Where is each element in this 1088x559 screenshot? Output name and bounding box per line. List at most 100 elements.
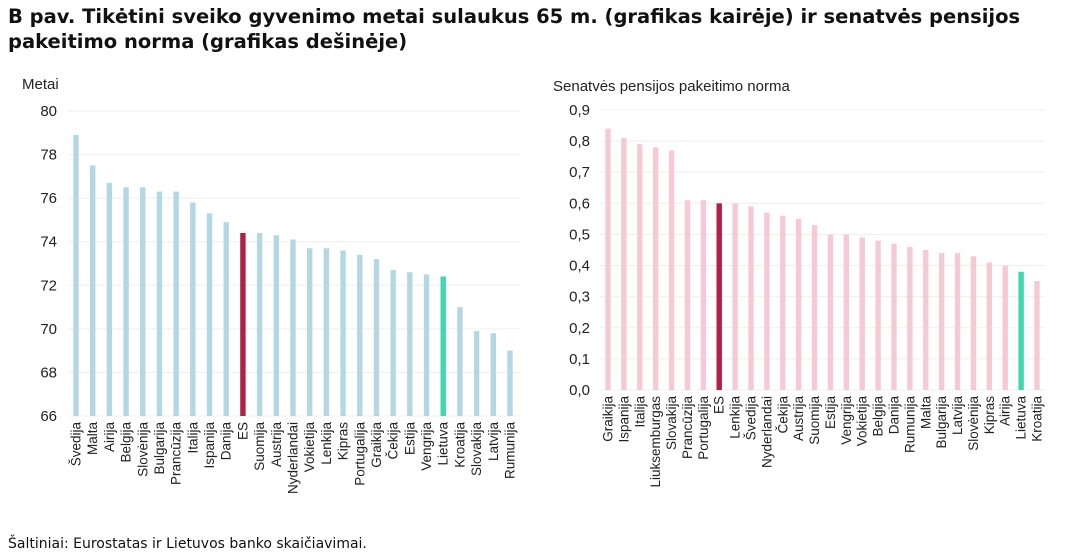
bar-austrija (273, 235, 280, 416)
bar-airija (1002, 265, 1008, 390)
bar-kroatija (457, 307, 463, 416)
x-tick-label: Latvija (950, 396, 965, 436)
bar-liuksemburgas (652, 147, 659, 390)
y-tick-label: 0,7 (569, 164, 590, 181)
bar-slovakija (668, 150, 675, 390)
x-tick-label: Nyderlandai (286, 422, 301, 494)
x-tick-label: Estija (402, 422, 417, 456)
y-tick-label: 0,2 (569, 320, 590, 337)
x-tick-label: Lenkija (728, 396, 743, 439)
x-tick-label: Latvija (486, 422, 501, 462)
x-tick-label: Vengrija (839, 396, 854, 445)
x-tick-label: Liuksemburgas (648, 396, 663, 488)
x-tick-label: Rumunija (503, 422, 518, 480)
bar-italija (637, 144, 643, 390)
bar-bulgarija (938, 253, 945, 390)
y-tick-label: 0,8 (569, 133, 590, 150)
bar-graikija (605, 128, 611, 390)
x-tick-label: Bulgarija (152, 422, 167, 475)
bar-kipras (340, 250, 346, 416)
bar-ispanija (206, 213, 213, 416)
bar-suomija (811, 225, 818, 390)
bar-vokietija (859, 237, 865, 390)
x-tick-label: Nyderlandai (759, 396, 774, 468)
y-tick-label: 0,4 (569, 258, 590, 275)
figure-title: B pav. Tikėtini sveiko gyvenimo metai su… (8, 5, 1021, 53)
x-tick-label: Graikija (601, 396, 616, 442)
bar-portugalija (700, 200, 707, 390)
y-tick-label: 80 (40, 103, 57, 120)
bar-rumunija (907, 246, 913, 390)
bar-lenkija (732, 203, 738, 390)
x-tick-label: Belgija (871, 396, 886, 437)
y-tick-label: 0,1 (569, 351, 590, 368)
y-tick-label: 78 (40, 147, 57, 164)
x-tick-label: Danija (219, 422, 234, 461)
x-tick-label: Kroatija (452, 422, 467, 468)
x-tick-label: Slovėnija (135, 422, 150, 477)
bar-slovėnija (140, 187, 146, 416)
bar-bulgarija (156, 191, 163, 416)
bar-prancūzija (684, 200, 691, 390)
bar-latvija (490, 333, 497, 416)
bar-italija (190, 202, 196, 416)
bar-malta (923, 250, 929, 390)
y-tick-label: 76 (40, 190, 57, 207)
bar-airija (106, 182, 113, 416)
x-tick-label: Švedija (69, 422, 84, 467)
x-tick-label: Kipras (982, 396, 997, 435)
x-tick-label: Prancūzija (680, 396, 695, 460)
bar-austrija (795, 218, 802, 390)
bar-graikija (373, 259, 380, 416)
bar-ispanija (621, 138, 627, 390)
x-tick-label: Airija (102, 422, 117, 452)
x-tick-label: Suomija (252, 422, 267, 471)
x-tick-label: Vokietija (302, 422, 317, 473)
bar-nyderlandai (764, 212, 770, 390)
x-tick-label: Ispanija (202, 422, 217, 469)
bar-rumunija (507, 350, 513, 416)
bar-kipras (986, 262, 993, 390)
x-tick-label: Malta (918, 396, 933, 430)
x-tick-label: Suomija (807, 396, 822, 445)
x-tick-label: Italija (185, 422, 200, 454)
bar-čekija (780, 215, 786, 390)
x-tick-label: Austrija (791, 396, 806, 442)
x-tick-label: ES (235, 422, 250, 440)
bar-es (716, 203, 722, 390)
bar-nyderlandai (290, 239, 296, 416)
bar-čekija (390, 270, 396, 416)
x-tick-label: Rumunija (902, 396, 917, 454)
bar-švedija (748, 206, 754, 390)
x-tick-label: Vokietija (855, 396, 870, 447)
x-tick-label: Italija (632, 396, 647, 428)
y-tick-label: 68 (40, 364, 57, 381)
bar-slovakija (473, 331, 480, 416)
x-tick-label: Slovėnija (966, 396, 981, 451)
bar-lenkija (323, 248, 330, 416)
bar-malta (89, 165, 96, 416)
bar-slovėnija (970, 256, 977, 390)
x-tick-label: Graikija (369, 422, 384, 468)
x-tick-label: Kroatija (1030, 396, 1045, 442)
x-tick-label: Malta (85, 422, 100, 456)
bar-kroatija (1034, 281, 1040, 390)
bar-švedija (73, 134, 79, 416)
x-tick-label: Švedija (744, 396, 759, 441)
bar-belgija (875, 240, 881, 390)
x-tick-label: Slovakija (664, 396, 679, 451)
x-tick-label: Slovakija (469, 422, 484, 477)
y-axis-label: Senatvės pensijos pakeitimo norma (553, 78, 790, 95)
source-note: Šaltiniai: Eurostatas ir Lietuvos banko … (8, 536, 367, 552)
bar-estija (407, 272, 413, 416)
x-tick-label: Ispanija (616, 396, 631, 443)
x-tick-label: Čekija (775, 396, 790, 434)
y-tick-label: 0,3 (569, 289, 590, 306)
bar-latvija (954, 253, 961, 390)
x-tick-label: Portugalija (696, 396, 711, 460)
x-tick-label: Kipras (336, 422, 351, 461)
y-axis-label: Metai (22, 76, 59, 93)
bar-belgija (123, 187, 129, 416)
bar-es (240, 233, 246, 416)
